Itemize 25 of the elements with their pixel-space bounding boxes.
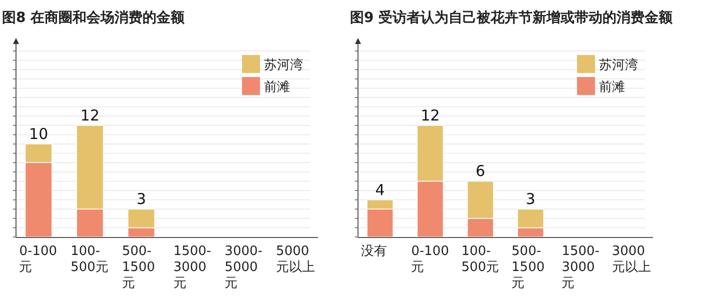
x-tick-label: 3000-5000元 (224, 244, 263, 291)
legend-label: 苏河湾 (599, 57, 638, 73)
legend-label: 前滩 (264, 80, 290, 95)
legend-label: 苏河湾 (264, 57, 303, 73)
x-tick-label: 500-1500元 (122, 244, 156, 291)
x-tick-label: 0-100元 (19, 244, 58, 275)
x-tick-label: 0-100元 (411, 244, 449, 275)
chart-title: 图9 受访者认为自己被花卉节新增或带动的消费金额 (350, 9, 674, 26)
x-tick-label: 500-1500元 (512, 244, 545, 291)
legend-label: 前滩 (599, 80, 625, 95)
annotation: 12 (420, 106, 440, 124)
x-tick-label: 没有 (361, 244, 388, 259)
chart-title: 图8 在商圈和会场消费的金额 (2, 9, 186, 26)
annotation: 12 (80, 106, 100, 124)
x-tick-label: 3000元以上 (612, 244, 651, 275)
x-tick-label: 5000元以上 (276, 244, 316, 275)
annotation: 4 (375, 180, 385, 199)
x-tick-label: 1500-3000元 (562, 244, 600, 291)
x-tick-label: 100-500元 (461, 244, 500, 275)
x-tick-label: 100-500元 (70, 244, 108, 275)
annotation: 10 (29, 124, 48, 143)
annotation: 3 (136, 190, 146, 208)
annotation: 6 (476, 162, 486, 180)
x-tick-label: 1500-3000元 (173, 244, 212, 291)
annotation: 3 (526, 190, 536, 208)
